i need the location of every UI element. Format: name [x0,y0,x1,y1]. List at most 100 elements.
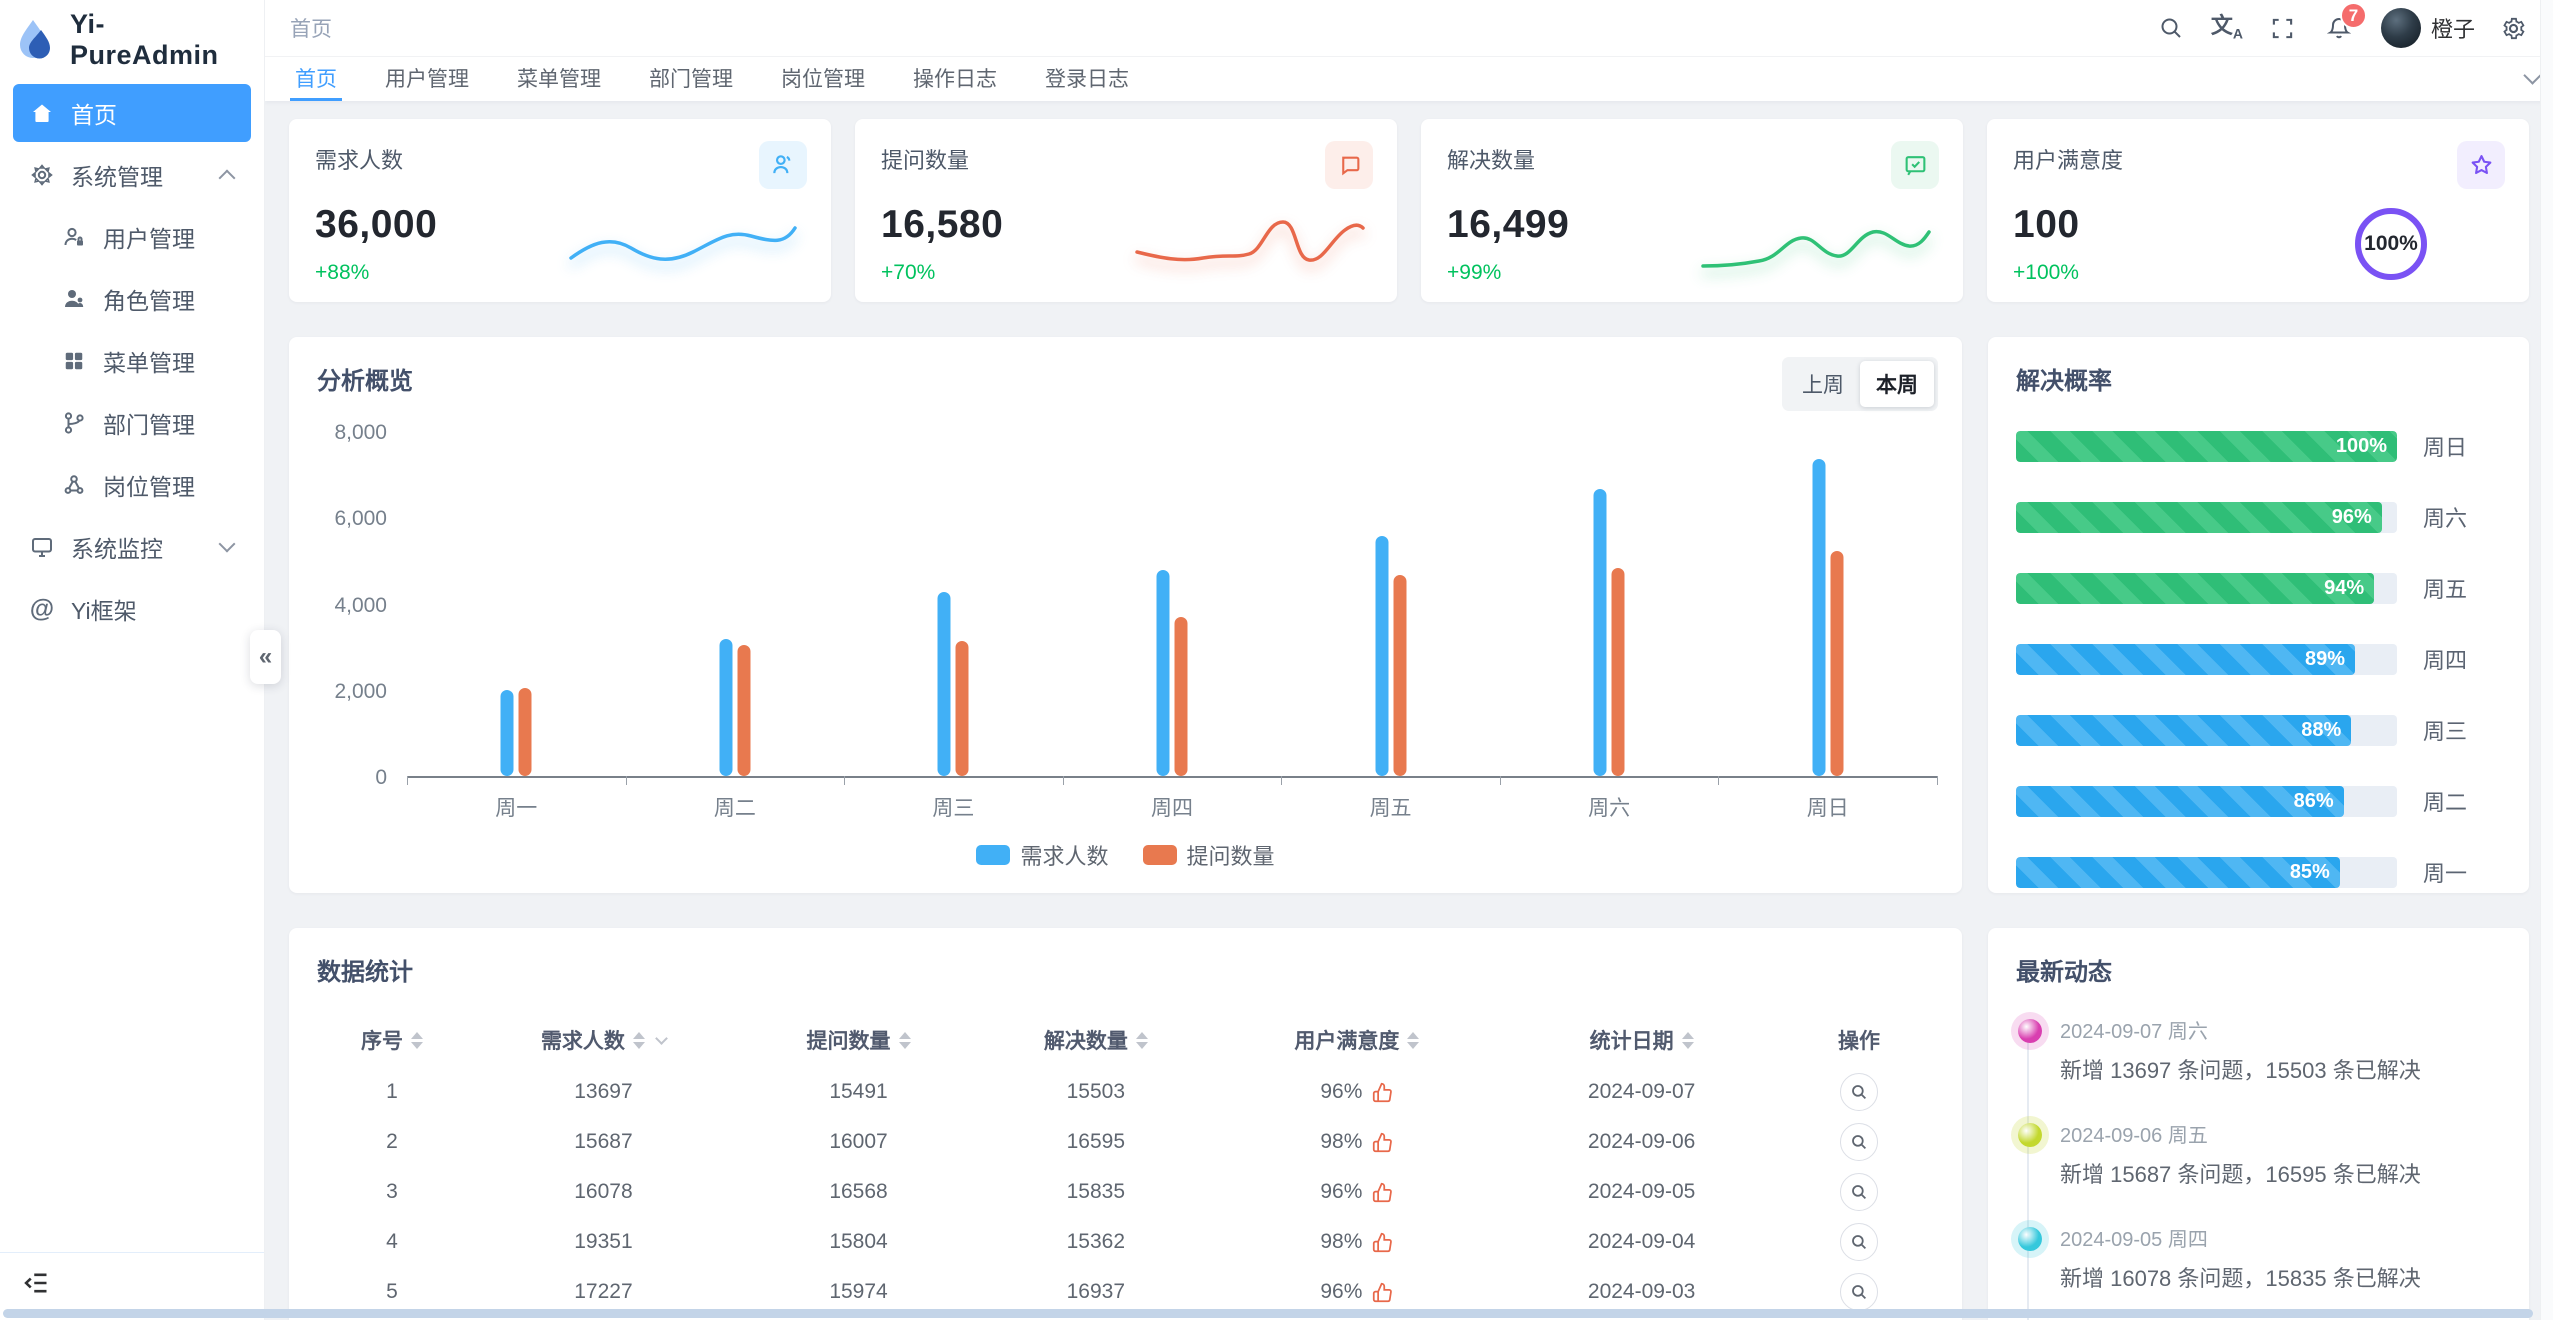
settings-gear-icon[interactable] [2489,4,2537,52]
legend-item-questions[interactable]: 提问数量 [1142,839,1275,871]
solve-row: 100% 周日 [2016,430,2501,462]
table-cell: 15491 [829,1080,888,1103]
thumbs-up-icon [1372,1282,1393,1303]
translate-icon[interactable]: 文A [2210,13,2244,42]
bar-questions [737,645,751,776]
sort-carets-icon[interactable] [1407,1031,1420,1049]
tab-item[interactable]: 岗位管理 [781,67,865,91]
view-detail-button[interactable] [1839,1073,1878,1111]
view-detail-button[interactable] [1839,1123,1878,1161]
progress-fill: 96% [2016,501,2382,533]
sidebar-item-user-management[interactable]: 用户管理 [13,208,251,266]
tab-item[interactable]: 用户管理 [385,67,469,91]
notification-badge: 7 [2339,2,2367,29]
logo-drop-icon [20,18,56,62]
sidebar-item-label: 系统监控 [71,536,163,562]
sort-carets-icon[interactable] [1135,1031,1148,1049]
column-header[interactable]: 需求人数 [467,1025,740,1055]
table-cell: 15503 [1066,1080,1126,1103]
this-week-button[interactable]: 本周 [1860,361,1934,407]
date-cell: 2024-09-03 [1587,1280,1696,1303]
stat-card-satisfaction: 用户满意度 100 +100% 100% [1987,119,2529,302]
table-cell: 16007 [829,1130,888,1153]
bottom-row: 数据统计 序号 需求人数 提问数量 解决数量 用户满意度 统计日期 操作 1 13697 1549… [289,928,2529,1320]
column-header: 操作 [1784,1025,1934,1055]
solve-probability-card: 解决概率 100% 周日 96% 周六 94% 周五 89% 周四 88% 周三 86% 周二 85% 周… [1988,337,2529,893]
sparkline-red [1135,220,1365,262]
tab-item[interactable]: 部门管理 [649,67,733,91]
column-header[interactable]: 统计日期 [1499,1025,1784,1055]
filter-chevron-icon[interactable] [655,1032,668,1045]
sidebar-item-post-management[interactable]: 岗位管理 [13,456,251,514]
horizontal-scrollbar-thumb[interactable] [3,1309,2533,1318]
satisfaction-cell: 96% [1214,1080,1499,1104]
bar-questions [1830,550,1844,776]
collapse-glyph: « [258,643,273,670]
timeline-date: 2024-09-07 周六 [2060,1021,2208,1043]
sort-carets-icon[interactable] [1681,1031,1694,1049]
bar-demand [1375,535,1389,776]
progress-percentage: 100% [2335,434,2387,457]
view-detail-button[interactable] [1839,1173,1878,1211]
sidebar-collapse-handle[interactable]: « [250,630,281,684]
thumbs-up-icon [1372,1082,1393,1103]
breadcrumb[interactable]: 首页 [290,18,332,41]
tab-item[interactable]: 登录日志 [1045,67,1129,91]
chevron-down-icon [218,535,236,553]
sidebar-item-system-monitor[interactable]: 系统监控 [13,518,251,576]
date-cell: 2024-09-04 [1587,1230,1696,1253]
column-header[interactable]: 提问数量 [740,1025,977,1055]
legend-item-demand[interactable]: 需求人数 [976,839,1109,871]
tab-item[interactable]: 操作日志 [913,67,997,91]
last-week-button[interactable]: 上周 [1802,374,1844,397]
fullscreen-icon[interactable] [2259,4,2307,52]
stat-title: 用户满意度 [2013,148,2124,173]
latest-activity-card: 最新动态 2024-09-07 周六 新增 13697 条问题，15503 条已解… [1988,928,2529,1320]
progress-day-label: 周五 [2423,577,2468,602]
stat-delta: +88% [315,261,370,284]
tab-bar: 首页 用户管理 菜单管理 部门管理 岗位管理 操作日志 登录日志 [265,57,2553,101]
bar-chart-y-axis: 8,000 6,000 4,000 2,000 0 [309,421,387,789]
timeline-text: 新增 13697 条问题，15503 条已解决 [2060,1058,2421,1083]
sidebar-item-label: Yi框架 [71,598,137,624]
topbar-actions: 文A 7 橙子 [2147,2,2537,52]
progress-percentage: 94% [2324,576,2365,599]
username[interactable]: 橙子 [2430,17,2475,42]
axis-tick [625,776,627,785]
column-header[interactable]: 用户满意度 [1214,1025,1499,1055]
bell-icon[interactable]: 7 [2315,2,2367,52]
sidebar-item-role-management[interactable]: 角色管理 [13,270,251,328]
sidebar-item-yi-framework[interactable]: @ Yi框架 [13,580,251,638]
view-detail-button[interactable] [1839,1273,1878,1311]
sort-carets-icon[interactable] [411,1031,423,1049]
search-icon[interactable] [2147,4,2195,52]
main-content: 需求人数 36,000 +88% 提问数量 16,580 +70% 解决数量 [265,101,2553,1320]
solve-row: 89% 周四 [2016,643,2501,675]
sidebar-item-department-management[interactable]: 部门管理 [13,394,251,452]
sort-carets-icon[interactable] [898,1031,911,1049]
vertical-scrollbar-track[interactable] [2540,0,2553,1320]
tab-item[interactable]: 首页 [290,57,342,101]
progress-track: 86% [2016,785,2397,817]
column-header[interactable]: 解决数量 [977,1025,1214,1055]
sidebar-item-menu-management[interactable]: 菜单管理 [13,332,251,390]
progress-day-label: 周日 [2423,435,2468,460]
column-header[interactable]: 序号 [317,1025,467,1055]
sidebar-item-home[interactable]: 首页 [13,84,251,142]
sidebar-item-system-management[interactable]: 系统管理 [13,146,251,204]
table-cell: 16937 [1066,1280,1126,1303]
tabbar-chevron-down-icon[interactable] [2523,66,2542,85]
logo-row[interactable]: Yi-PureAdmin [0,0,264,80]
x-axis-label: 周三 [932,797,975,820]
avatar[interactable] [2380,8,2421,48]
view-detail-button[interactable] [1839,1223,1878,1261]
progress-fill: 88% [2016,714,2352,746]
menu-fold-icon[interactable] [22,1269,50,1297]
column-label: 序号 [361,1030,403,1053]
sidebar-item-label: 首页 [71,102,117,128]
x-axis-label: 周二 [713,797,756,820]
tab-item[interactable]: 菜单管理 [517,67,601,91]
table-cell: 17227 [574,1280,633,1303]
sort-carets-icon[interactable] [632,1031,645,1049]
sidebar-footer [0,1252,264,1320]
